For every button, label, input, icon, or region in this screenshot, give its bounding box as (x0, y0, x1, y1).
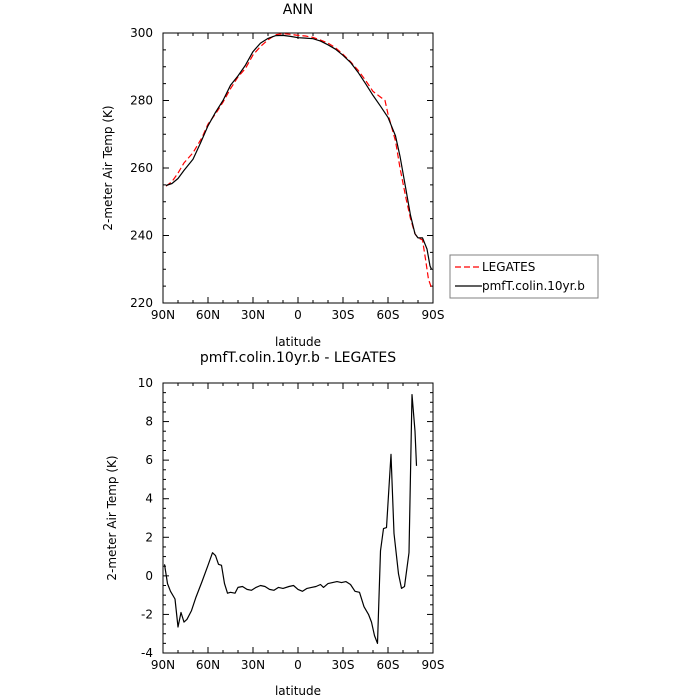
bottom-plot-x-axis-label: latitude (275, 684, 321, 698)
difference-plot: pmfT.colin.10yr.b - LEGATES latitude 2-m… (105, 350, 444, 698)
bottom-plot-y-axis-label: 2-meter Air Temp (K) (105, 455, 119, 580)
bottom-series-line-series-0 (163, 394, 418, 645)
bottom-x-tick-label: 0 (294, 658, 302, 672)
top-plot-series (165, 33, 433, 289)
top-series-line-legates (165, 33, 433, 289)
top-y-tick-label: 220 (130, 296, 153, 310)
bottom-x-tick-label: 60S (377, 658, 400, 672)
legend-box (449, 254, 599, 299)
top-plot-y-axis-label: 2-meter Air Temp (K) (101, 105, 115, 230)
legend-label-legates: LEGATES (482, 260, 535, 274)
bottom-x-tick-label: 30S (332, 658, 355, 672)
top-y-tick-label: 260 (130, 161, 153, 175)
bottom-y-tick-label: 6 (145, 453, 153, 467)
top-x-tick-label: 30S (332, 308, 355, 322)
top-x-tick-label: 90S (422, 308, 445, 322)
bottom-y-tick-label: -2 (141, 607, 153, 621)
top-x-tick-label: 60N (196, 308, 220, 322)
legend: LEGATES pmfT.colin.10yr.b (449, 254, 599, 299)
bottom-x-tick-label: 90N (151, 658, 175, 672)
bottom-plot-title: pmfT.colin.10yr.b - LEGATES (200, 350, 396, 366)
top-plot-x-axis-label: latitude (275, 335, 321, 349)
top-x-tick-label: 60S (377, 308, 400, 322)
top-y-tick-label: 280 (130, 94, 153, 108)
temperature-plot: ANN latitude 2-meter Air Temp (K) 90N 60N… (101, 2, 444, 349)
bottom-y-tick-label: 4 (145, 492, 153, 506)
bottom-y-tick-label: 8 (145, 415, 153, 429)
bottom-x-tick-label: 90S (422, 658, 445, 672)
bottom-x-tick-label: 60N (196, 658, 220, 672)
bottom-y-tick-label: -4 (141, 646, 153, 660)
top-x-tick-label: 30N (241, 308, 265, 322)
top-x-tick-label: 0 (294, 308, 302, 322)
legend-label-pmft: pmfT.colin.10yr.b (482, 279, 585, 293)
bottom-y-tick-label: 0 (145, 569, 153, 583)
top-x-tick-label: 90N (151, 308, 175, 322)
bottom-y-tick-label: 2 (145, 530, 153, 544)
top-y-tick-label: 240 (130, 229, 153, 243)
bottom-x-tick-label: 30N (241, 658, 265, 672)
top-plot-frame (162, 32, 434, 304)
bottom-plot-frame (162, 382, 434, 654)
top-series-line-pmft-colin-10yr-b (165, 34, 433, 270)
bottom-plot-ticks: 90N 60N 30N 0 30S 60S 90S -4 -2 0 2 4 6 8 10 (138, 376, 445, 672)
top-plot-title: ANN (283, 2, 314, 18)
bottom-plot-series (163, 394, 418, 645)
top-y-tick-label: 300 (130, 26, 153, 40)
bottom-y-tick-label: 10 (138, 376, 153, 390)
top-plot-ticks: 90N 60N 30N 0 30S 60S 90S 220 240 260 280 300 (130, 26, 444, 322)
